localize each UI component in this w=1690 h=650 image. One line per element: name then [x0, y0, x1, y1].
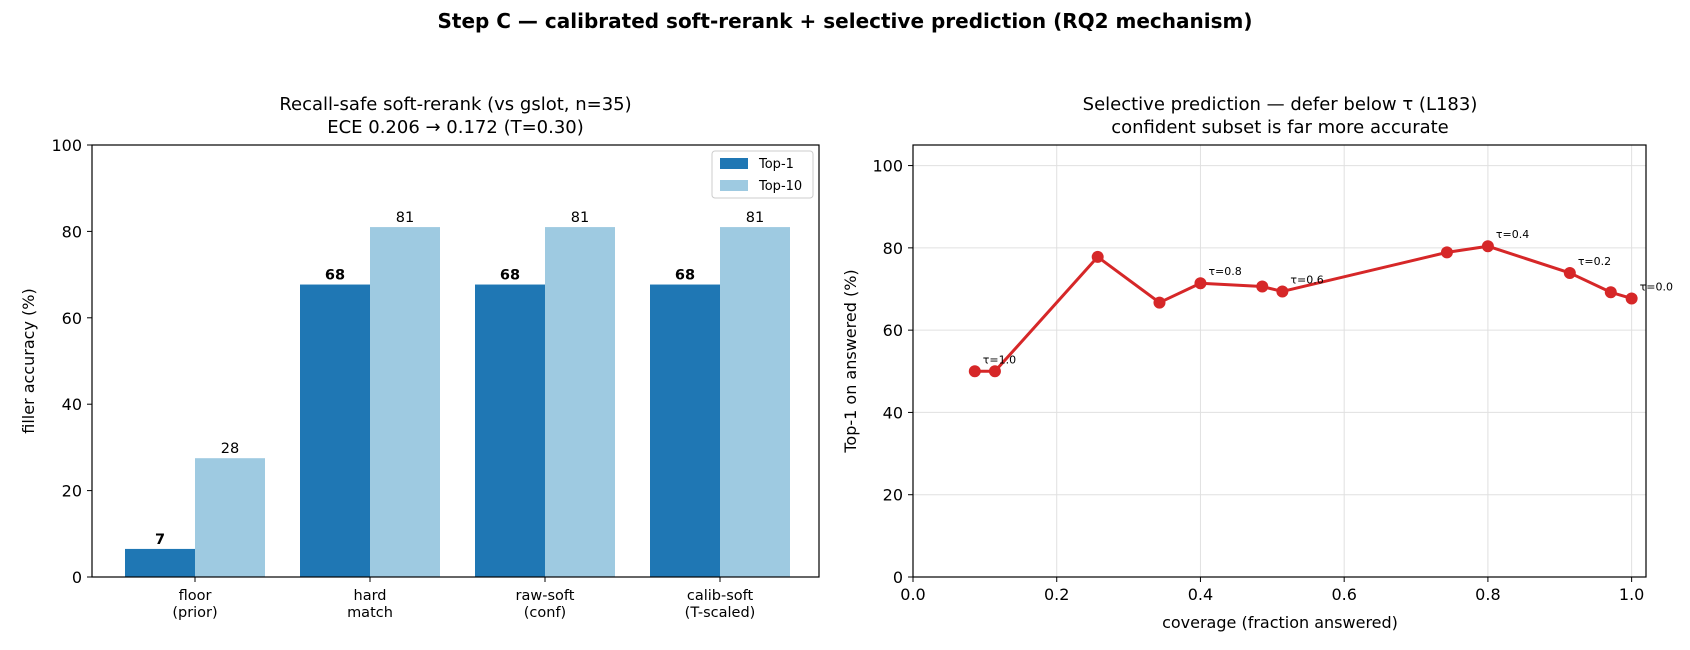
category-label-2-line1: (conf) [524, 605, 566, 621]
y-tick-label-line-2: 40 [883, 403, 903, 422]
y-tick-label-line-1: 20 [883, 486, 903, 505]
legend-label-top1: Top-1 [758, 157, 794, 172]
tau-annotation-3: τ=0.4 [1496, 228, 1529, 241]
y-tick-label-line-0: 0 [893, 568, 903, 587]
line-chart-y-axis-label: Top-1 on answered (%) [841, 269, 860, 453]
data-point-7 [1440, 246, 1453, 259]
line-chart-title-line1: Selective prediction — defer below τ (L1… [1083, 94, 1478, 115]
legend-label-top10: Top-10 [758, 179, 802, 194]
x-tick-label-line-5: 1.0 [1619, 585, 1644, 604]
tau-annotation-5: τ=0.0 [1640, 280, 1673, 293]
legend-swatch-top1 [720, 158, 748, 169]
category-label-3-line1: (T-scaled) [685, 605, 756, 621]
y-tick-label-2: 40 [62, 395, 82, 414]
data-point-5 [1256, 280, 1269, 293]
data-point-6 [1276, 285, 1289, 298]
bar-value-label-top1-0: 7 [155, 532, 165, 548]
tau-annotation-0: τ=1.0 [983, 353, 1016, 366]
data-point-8 [1481, 240, 1494, 253]
legend-swatch-top10 [720, 180, 748, 191]
data-point-9 [1563, 266, 1576, 279]
bar-chart-axes-frame [91, 144, 820, 578]
data-point-3 [1153, 296, 1166, 309]
data-point-1 [988, 365, 1001, 378]
x-tick-label-line-4: 0.8 [1475, 585, 1500, 604]
bar-top1-2 [475, 284, 545, 577]
bar-value-label-top1-1: 68 [325, 268, 345, 284]
tau-annotation-4: τ=0.2 [1578, 255, 1611, 268]
line-chart-marks: τ=1.0 τ=0.8 τ=0.6 τ=0.4 τ=0.2 τ=0.0 [968, 228, 1673, 378]
category-label-1-line0: hard [354, 588, 387, 604]
bar-top10-3 [720, 227, 790, 577]
bar-chart-marks: 7 28 68 81 68 81 68 81 [125, 210, 790, 577]
bar-value-label-top1-3: 68 [675, 268, 695, 284]
data-point-0 [968, 365, 981, 378]
bar-chart-legend: Top-1 Top-10 [711, 150, 814, 199]
data-point-11 [1625, 292, 1638, 305]
bar-top1-3 [650, 284, 720, 577]
y-tick-label-4: 80 [62, 222, 82, 241]
line-chart-axes-frame [912, 144, 1647, 578]
category-label-2-line0: raw-soft [516, 588, 575, 604]
bar-chart-y-axis-label: filler accuracy (%) [19, 288, 38, 433]
tau-annotation-2: τ=0.6 [1290, 273, 1323, 286]
bar-chart-panel: Recall-safe soft-rerank (vs gslot, n=35)… [19, 94, 820, 621]
x-tick-label-line-3: 0.6 [1331, 585, 1356, 604]
category-label-0-line0: floor [179, 588, 212, 604]
bar-value-label-top10-2: 81 [571, 210, 589, 226]
data-point-4 [1194, 277, 1207, 290]
y-tick-label-1: 20 [62, 482, 82, 501]
bar-top10-2 [545, 227, 615, 577]
y-tick-label-line-5: 100 [872, 157, 903, 176]
bar-top1-0 [125, 548, 195, 577]
coverage-accuracy-line [974, 244, 1633, 373]
bar-value-label-top10-0: 28 [221, 441, 239, 457]
line-chart-grid [912, 145, 1646, 578]
y-tick-label-3: 60 [62, 309, 82, 328]
bar-value-label-top10-1: 81 [396, 210, 414, 226]
bar-top10-0 [195, 458, 265, 577]
category-label-3-line0: calib-soft [687, 588, 754, 604]
line-chart-panel: Selective prediction — defer below τ (L1… [841, 94, 1673, 632]
bar-chart-title-line1: Recall-safe soft-rerank (vs gslot, n=35) [279, 94, 631, 115]
y-tick-label-0: 0 [72, 568, 82, 587]
y-tick-label-line-3: 60 [883, 321, 903, 340]
category-label-0-line1: (prior) [172, 605, 217, 621]
line-chart-title-line2: confident subset is far more accurate [1111, 117, 1449, 138]
line-chart-ticks: 0.0 0.2 0.4 0.6 0.8 1.0 0 20 40 60 80 100 [872, 157, 1644, 604]
y-tick-label-line-4: 80 [883, 239, 903, 258]
data-point-10 [1604, 286, 1617, 299]
y-tick-label-5: 100 [51, 136, 82, 155]
bar-value-label-top1-2: 68 [500, 268, 520, 284]
x-tick-label-line-0: 0.0 [900, 585, 925, 604]
x-tick-label-line-2: 0.4 [1188, 585, 1213, 604]
bar-chart-title-line2: ECE 0.206 → 0.172 (T=0.30) [327, 117, 584, 138]
bar-top1-1 [300, 284, 370, 577]
x-tick-label-line-1: 0.2 [1044, 585, 1069, 604]
bar-chart-y-ticks: 0 20 40 60 80 100 [51, 136, 92, 587]
line-chart-x-axis-label: coverage (fraction answered) [1162, 613, 1398, 632]
tau-annotation-1: τ=0.8 [1208, 265, 1241, 278]
data-point-2 [1091, 250, 1104, 263]
bar-top10-1 [370, 227, 440, 577]
category-label-1-line1: match [347, 605, 393, 621]
figure-suptitle: Step C — calibrated soft-rerank + select… [437, 9, 1252, 33]
bar-value-label-top10-3: 81 [746, 210, 764, 226]
